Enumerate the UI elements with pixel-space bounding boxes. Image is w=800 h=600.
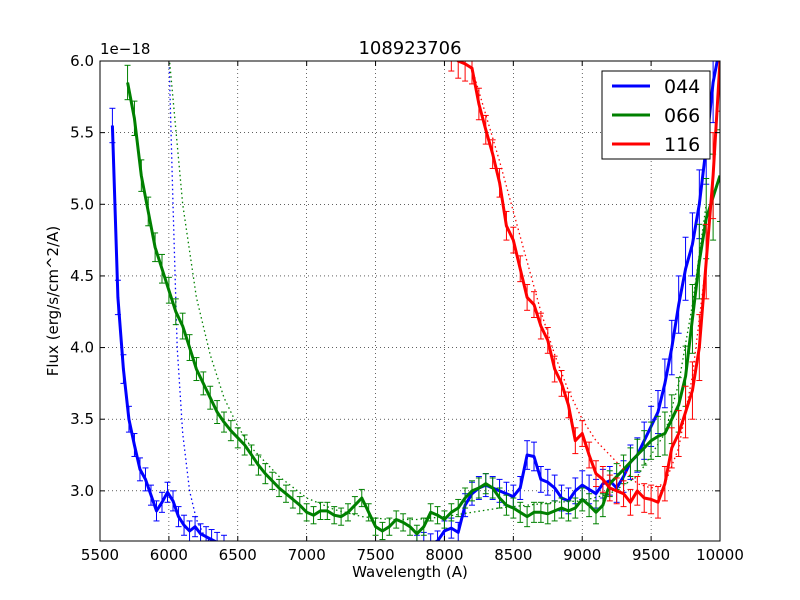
legend: 044 066 116 <box>601 70 711 160</box>
y-tick-label: 4.5 <box>70 267 94 285</box>
y-tick-label: 6.0 <box>70 52 94 70</box>
model-line-116 <box>456 61 720 489</box>
grid <box>100 61 720 541</box>
series-116 <box>448 61 720 519</box>
y-tick-label: 3.5 <box>70 410 94 428</box>
x-tick-label: 10000 <box>696 546 744 564</box>
model-line-066 <box>168 61 707 521</box>
legend-label-116: 116 <box>664 134 700 156</box>
x-tick-label: 6000 <box>150 546 188 564</box>
x-tick-label: 8000 <box>425 546 463 564</box>
legend-label-066: 066 <box>664 105 700 127</box>
y-axis-label: Flux (erg/s/cm^2/A) <box>44 226 62 377</box>
x-tick-label: 7000 <box>288 546 326 564</box>
series-layer <box>109 61 720 541</box>
chart-title: 108923706 <box>358 38 461 59</box>
x-tick-label: 9500 <box>632 546 670 564</box>
y-tick-label: 5.5 <box>70 124 94 142</box>
x-tick-label: 6500 <box>219 546 257 564</box>
plot-frame <box>99 60 721 542</box>
series-line-066 <box>126 82 720 536</box>
x-tick-label: 5500 <box>81 546 119 564</box>
y-tick-label: 4.0 <box>70 339 94 357</box>
y-offset-text: 1e−18 <box>100 40 150 58</box>
series-line-116 <box>456 61 720 504</box>
series-line-044 <box>110 61 719 541</box>
x-tick-label: 9000 <box>563 546 601 564</box>
legend-label-044: 044 <box>664 76 700 98</box>
x-tick-label: 8500 <box>494 546 532 564</box>
y-tick-label: 3.0 <box>70 482 94 500</box>
x-tick-label: 7500 <box>356 546 394 564</box>
axis-ticks: 5500 6000 6500 7000 7500 8000 8500 9000 9500 1000… <box>70 52 744 564</box>
x-axis-label: Wavelength (A) <box>352 563 468 581</box>
y-tick-label: 5.0 <box>70 195 94 213</box>
